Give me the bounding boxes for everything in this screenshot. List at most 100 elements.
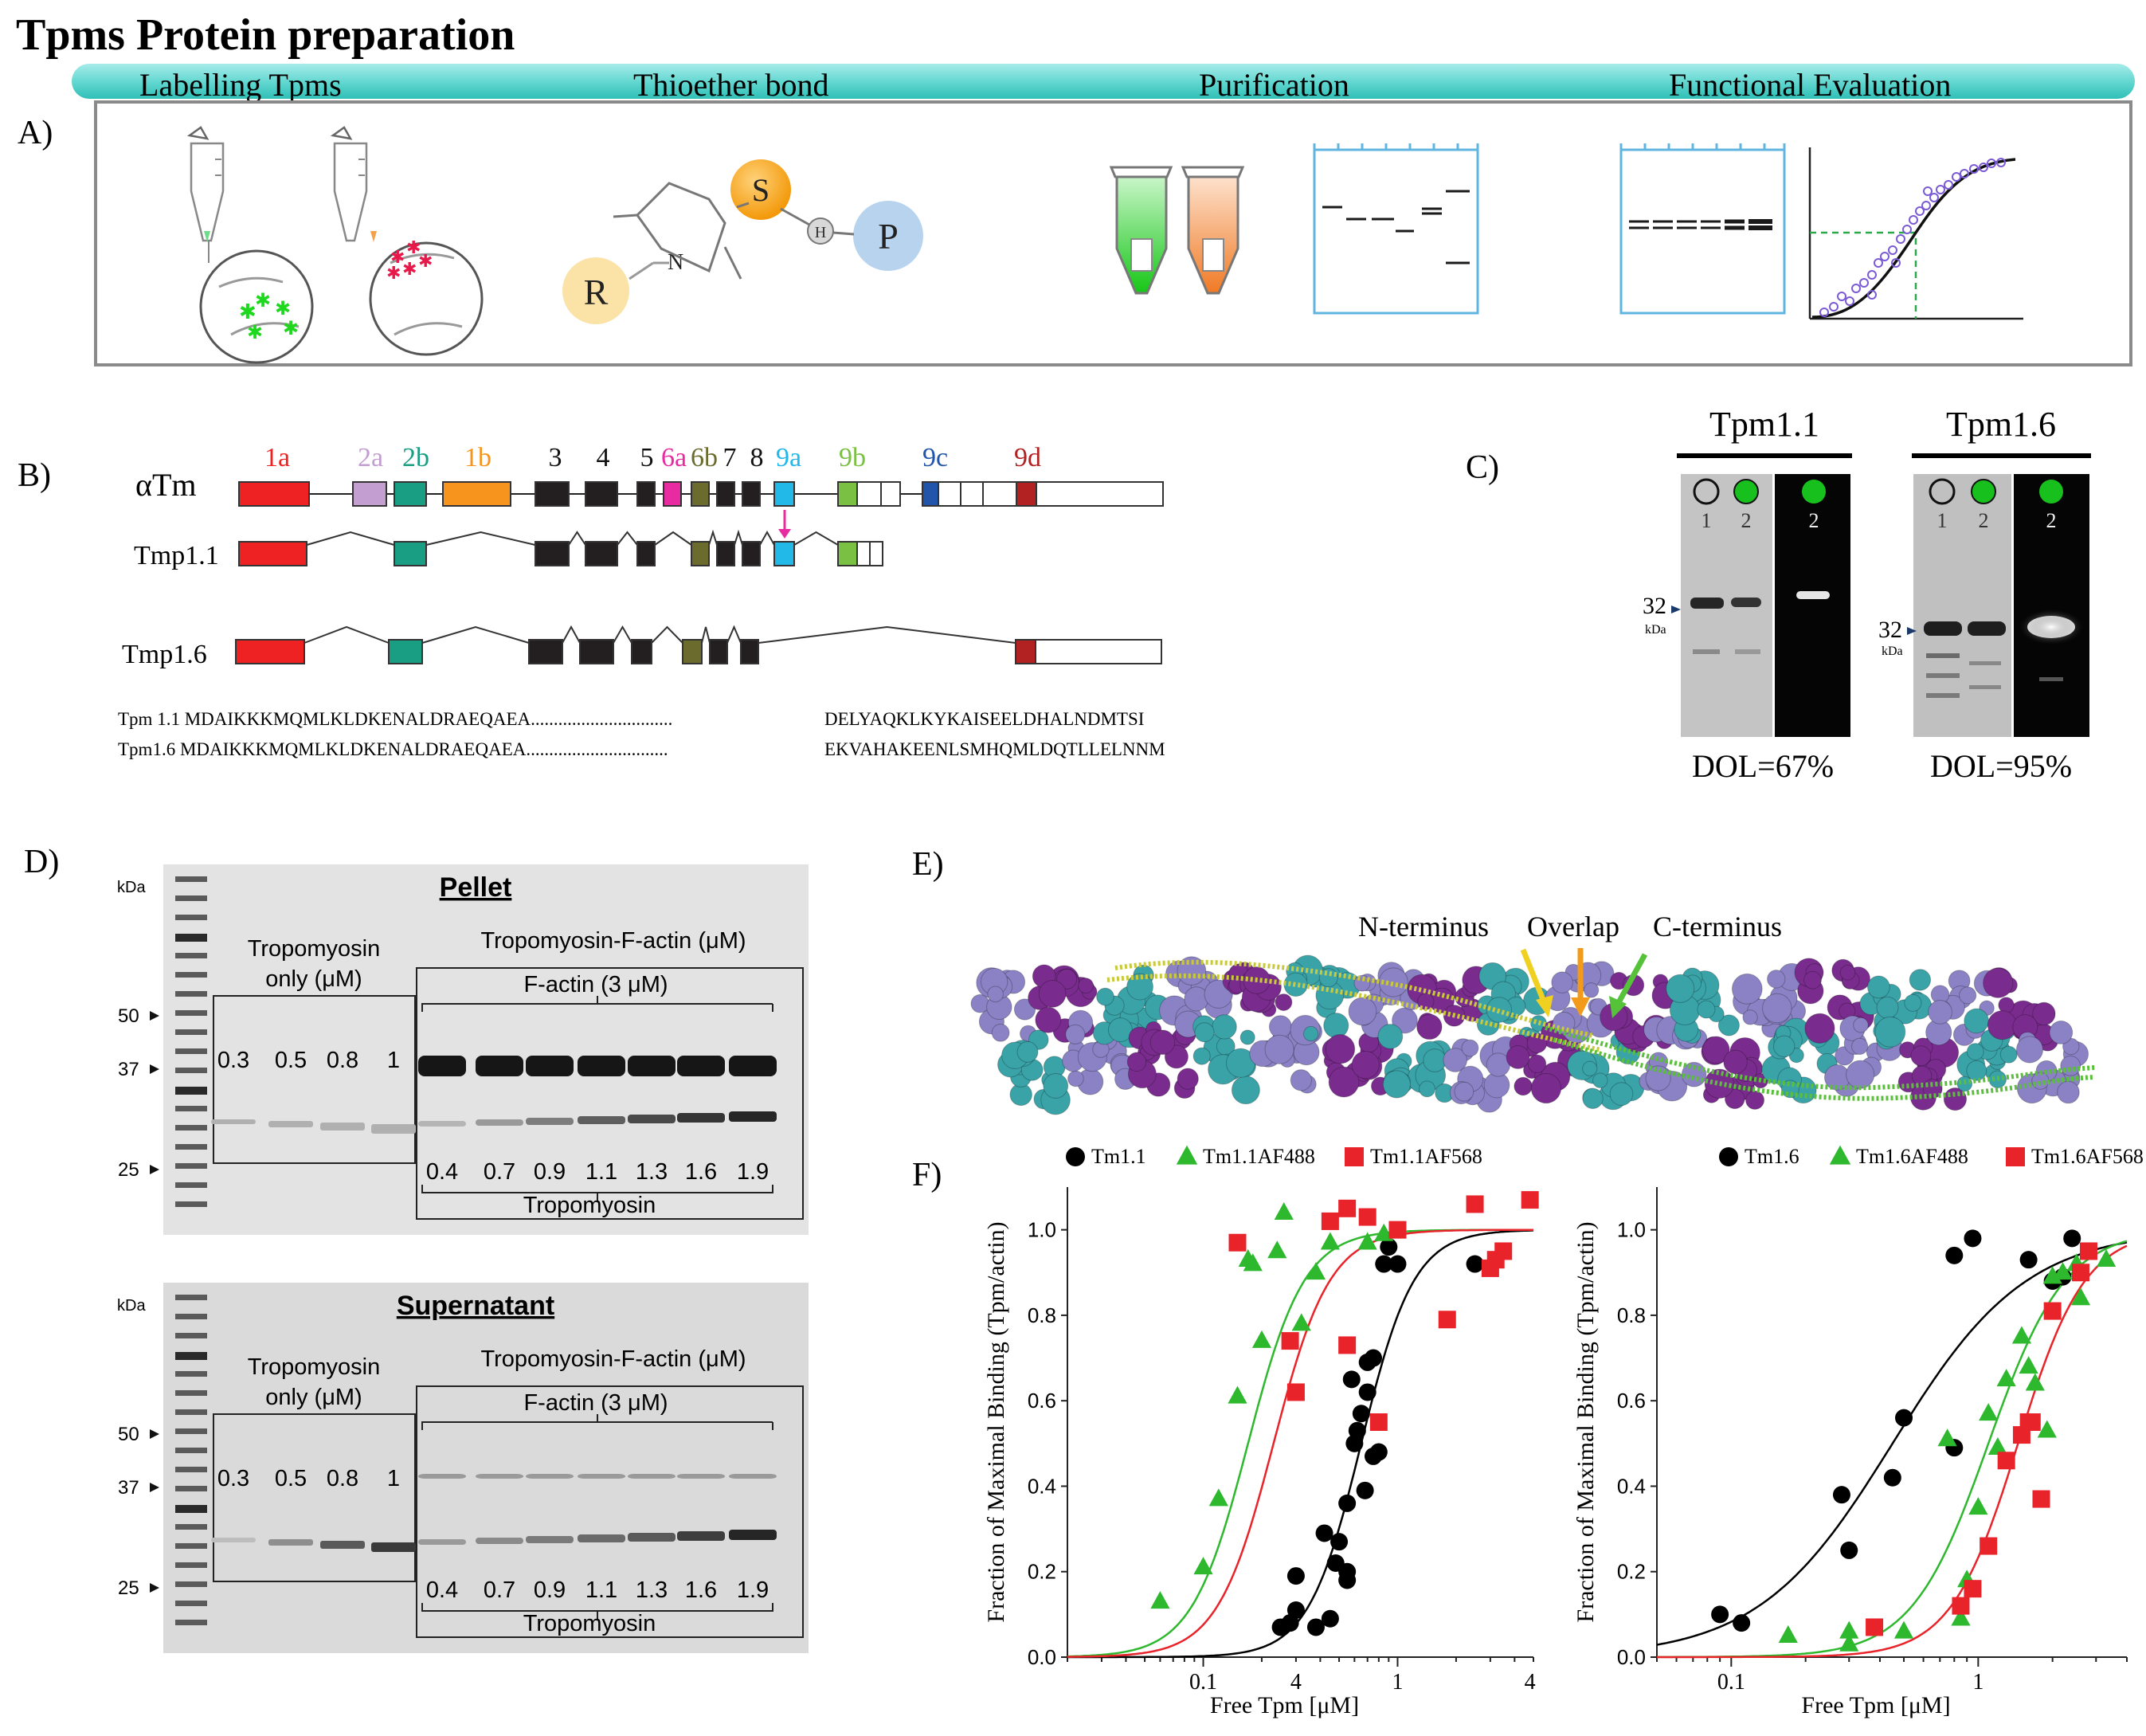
x-tick-label: 0.1 bbox=[1717, 1670, 1745, 1695]
actin-band-6 bbox=[729, 1474, 777, 1479]
actin-subunit bbox=[1959, 986, 1977, 1005]
marker-50: 50 bbox=[118, 1005, 139, 1027]
point-Tm1.6AF568 bbox=[2071, 1264, 2089, 1282]
tpm-band-4 bbox=[628, 1533, 676, 1542]
actin-subunit bbox=[1804, 1013, 1835, 1044]
exon-alpha-4 bbox=[535, 481, 570, 507]
actin-subunit bbox=[1192, 1047, 1211, 1065]
actin-band-0 bbox=[418, 1474, 466, 1479]
actin-subunit bbox=[1096, 987, 1114, 1006]
ladder-band bbox=[175, 1182, 207, 1188]
actin-subunit bbox=[1731, 973, 1763, 1005]
point-Tm1.6 bbox=[1964, 1229, 1982, 1248]
exon-tmp16-6 bbox=[709, 639, 728, 664]
point-Tm1.6 bbox=[2063, 1229, 2081, 1248]
panel-a: Labelling Tpms Thioether bond Purificati… bbox=[18, 64, 2135, 366]
exon-alpha-8 bbox=[691, 481, 710, 507]
exon-tmp16-2 bbox=[528, 639, 563, 664]
point-Tm1.1 bbox=[1338, 1562, 1357, 1581]
svg-text:✱: ✱ bbox=[283, 319, 299, 339]
actin-subunit bbox=[1987, 1010, 2018, 1040]
ladder-band bbox=[175, 1371, 207, 1377]
ladder-band bbox=[175, 1409, 207, 1415]
complex-conc-0: 0.4 bbox=[426, 1577, 458, 1603]
exon-tmp11-8 bbox=[773, 541, 795, 566]
point-Tm1.1 bbox=[1375, 1255, 1393, 1273]
sequence-tpm11: Tpm 1.1 MDAIKKKMQMLKLDKENALDRAEQAEA.....… bbox=[118, 709, 1144, 729]
exon-alpha-13 bbox=[856, 481, 882, 507]
exon-alpha-9 bbox=[716, 481, 735, 507]
complex-conc-2: 0.9 bbox=[534, 1577, 566, 1603]
point-Tm1.1 bbox=[1338, 1494, 1357, 1512]
svg-text:✱: ✱ bbox=[402, 259, 417, 279]
exon-tmp16-8 bbox=[1015, 639, 1036, 664]
ladder-band bbox=[175, 1601, 207, 1606]
point-Tm1.6AF488 bbox=[2070, 1287, 2091, 1306]
complex-conc-3: 1.1 bbox=[585, 1159, 617, 1185]
y-tick-label: 0.4 bbox=[1028, 1474, 1056, 1498]
actin-subunit bbox=[1416, 1013, 1443, 1040]
y-tick-label: 0.2 bbox=[1617, 1560, 1646, 1584]
actin-subunit bbox=[1177, 1068, 1199, 1090]
dol-tpm11: DOL=67% bbox=[1692, 748, 1834, 784]
exon-tmp16-0 bbox=[235, 639, 305, 664]
arrow-c-terminus bbox=[1609, 953, 1648, 1018]
tpm-band-6 bbox=[729, 1111, 777, 1122]
point-Tm1.1AF568 bbox=[1281, 1332, 1299, 1350]
svg-text:✱: ✱ bbox=[247, 323, 263, 343]
legend-marker-Tm1.6AF568 bbox=[2006, 1147, 2025, 1166]
legend-label-Tm1.1: Tm1.1 bbox=[1091, 1145, 1146, 1168]
actin-subunit bbox=[1149, 1029, 1176, 1056]
actin-subunit bbox=[1351, 1050, 1380, 1080]
point-Tm1.1 bbox=[1466, 1255, 1484, 1273]
actin-subunit bbox=[991, 1023, 1010, 1042]
exon-alpha-12 bbox=[837, 481, 858, 507]
sequence-tpm16: Tpm1.6 MDAIKKKMQMLKLDKENALDRAEQAEA......… bbox=[118, 739, 1165, 759]
panel-a-frame bbox=[94, 100, 2132, 366]
exon-label-1b: 1b bbox=[464, 443, 491, 472]
box-tropomyosin-only bbox=[213, 995, 416, 1164]
thioether-molecule: R P S H N bbox=[562, 159, 923, 324]
point-Tm1.1AF488 bbox=[1374, 1223, 1394, 1241]
actin-subunit bbox=[1126, 973, 1153, 1001]
exon-label-4: 4 bbox=[597, 443, 610, 472]
point-Tm1.1 bbox=[1286, 1601, 1305, 1619]
exon-tmp16-5 bbox=[682, 639, 703, 664]
step-label-labelling: Labelling Tpms bbox=[139, 67, 342, 103]
complex-conc-2: 0.9 bbox=[534, 1159, 566, 1185]
svg-text:✱: ✱ bbox=[390, 247, 405, 267]
point-Tm1.6AF488 bbox=[1778, 1624, 1798, 1643]
actin-subunit bbox=[1268, 1015, 1292, 1039]
point-Tm1.1AF488 bbox=[1357, 1232, 1377, 1250]
actin-subunit bbox=[1551, 971, 1573, 993]
point-Tm1.6 bbox=[1840, 1541, 1858, 1559]
y-tick-label: 0.6 bbox=[1028, 1389, 1056, 1413]
exon-alpha-10 bbox=[742, 481, 761, 507]
exon-tmp16-4 bbox=[631, 639, 652, 664]
point-Tm1.1AF488 bbox=[1193, 1557, 1213, 1575]
point-Tm1.6AF568 bbox=[1952, 1597, 1970, 1615]
point-Tm1.1AF488 bbox=[1150, 1591, 1170, 1609]
svg-text:✱: ✱ bbox=[386, 263, 401, 283]
exon-alpha-2 bbox=[394, 481, 427, 507]
svg-text:1: 1 bbox=[1702, 509, 1712, 532]
step-label-thioether: Thioether bond bbox=[633, 67, 829, 103]
evaluation-gel bbox=[1619, 143, 1786, 315]
header-ribbon bbox=[72, 64, 2135, 99]
row-label-tmp11: Tmp1.1 bbox=[134, 541, 219, 570]
complex-conc-5: 1.6 bbox=[685, 1159, 717, 1185]
y-tick-label: 0.8 bbox=[1617, 1303, 1646, 1327]
point-Tm1.1 bbox=[1286, 1567, 1305, 1585]
point-Tm1.6AF488 bbox=[1968, 1497, 1988, 1515]
gel-c-title-tpm16: Tpm1.6 bbox=[1946, 405, 2056, 444]
purification-tubes bbox=[1109, 166, 1245, 295]
arrow-n-terminus bbox=[1520, 948, 1553, 1017]
only-band-1 bbox=[268, 1121, 313, 1127]
svg-text:Tropomyosin: Tropomyosin bbox=[523, 1611, 656, 1636]
actin-subunit bbox=[1723, 1049, 1748, 1075]
svg-text:H: H bbox=[815, 224, 826, 241]
point-Tm1.1 bbox=[1342, 1370, 1361, 1389]
complex-conc-6: 1.9 bbox=[737, 1577, 769, 1603]
box-tropomyosin-factin bbox=[416, 967, 804, 1220]
